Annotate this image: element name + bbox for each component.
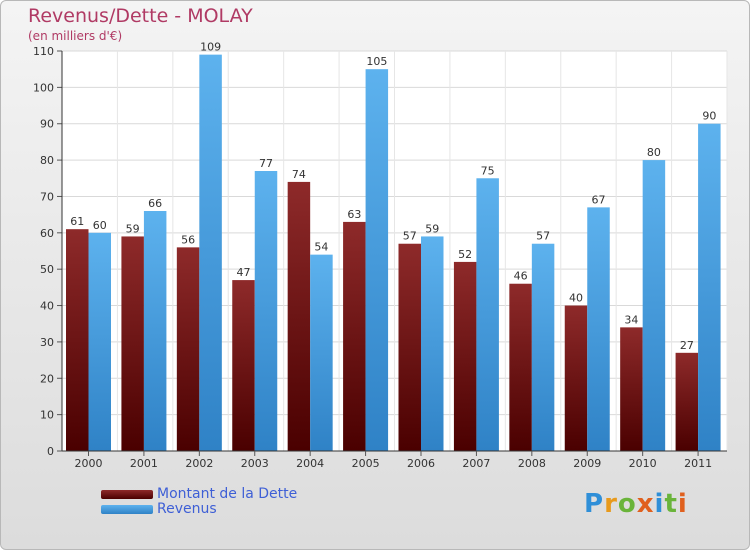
bar-revenus bbox=[199, 54, 222, 452]
data-label-dette: 74 bbox=[292, 168, 306, 181]
data-label-dette: 63 bbox=[347, 208, 361, 221]
logo-letter: P bbox=[584, 489, 605, 519]
logo-letter: i bbox=[677, 489, 688, 519]
x-tick-label: 2003 bbox=[241, 457, 269, 470]
data-label-revenus: 90 bbox=[702, 110, 716, 123]
legend-swatch-revenus bbox=[101, 505, 153, 514]
chart-title: Revenus/Dette - MOLAY bbox=[28, 5, 253, 27]
bar-dette bbox=[509, 283, 532, 451]
logo-letter: r bbox=[604, 489, 618, 519]
bar-revenus bbox=[88, 232, 111, 451]
data-label-revenus: 75 bbox=[481, 164, 495, 177]
grid bbox=[61, 50, 728, 452]
bar-dette bbox=[232, 280, 255, 451]
y-tick-label: 110 bbox=[33, 45, 54, 58]
data-label-dette: 56 bbox=[181, 233, 195, 246]
bar-revenus bbox=[698, 123, 721, 452]
x-tick-label: 2004 bbox=[296, 457, 324, 470]
x-tick-label: 2001 bbox=[130, 457, 158, 470]
data-label-dette: 40 bbox=[569, 292, 583, 305]
data-label-dette: 57 bbox=[403, 230, 417, 243]
y-tick-label: 100 bbox=[33, 81, 54, 94]
bar-dette bbox=[343, 221, 366, 451]
bar-revenus bbox=[531, 243, 555, 451]
data-label-revenus: 80 bbox=[647, 146, 661, 159]
y-tick-label: 40 bbox=[40, 300, 54, 313]
data-label-revenus: 66 bbox=[148, 197, 162, 210]
data-label-dette: 46 bbox=[514, 270, 528, 283]
legend-swatch-dette bbox=[101, 490, 153, 499]
data-label-revenus: 109 bbox=[200, 41, 221, 54]
legend-label-revenus: Revenus bbox=[157, 501, 217, 517]
bar-dette bbox=[121, 236, 144, 451]
x-tick-label: 2007 bbox=[462, 457, 490, 470]
bar-revenus bbox=[421, 236, 444, 451]
y-tick-label: 20 bbox=[40, 372, 54, 385]
data-label-dette: 27 bbox=[680, 339, 694, 352]
y-tick-label: 30 bbox=[40, 336, 54, 349]
x-tick-label: 2005 bbox=[352, 457, 380, 470]
proxiti-logo: Proxiti bbox=[584, 489, 688, 519]
bar-revenus bbox=[254, 171, 278, 451]
bar-revenus bbox=[143, 211, 167, 451]
y-tick-label: 0 bbox=[47, 445, 54, 458]
bar-dette bbox=[620, 327, 643, 451]
data-label-dette: 61 bbox=[70, 215, 84, 228]
x-tick-label: 2002 bbox=[185, 457, 213, 470]
bar-dette bbox=[287, 181, 311, 451]
bar-revenus bbox=[642, 160, 666, 451]
data-label-dette: 59 bbox=[126, 222, 140, 235]
y-tick-label: 10 bbox=[40, 409, 54, 422]
logo-letter: t bbox=[664, 489, 678, 519]
x-tick-label: 2006 bbox=[407, 457, 435, 470]
data-label-dette: 34 bbox=[624, 313, 638, 326]
chart-subtitle: (en milliers d'€) bbox=[28, 29, 123, 43]
y-tick-label: 60 bbox=[40, 227, 54, 240]
y-tick-label: 80 bbox=[40, 154, 54, 167]
y-tick-label: 90 bbox=[40, 118, 54, 131]
data-label-dette: 47 bbox=[237, 266, 251, 279]
bar-revenus bbox=[365, 69, 389, 451]
x-tick-label: 2010 bbox=[629, 457, 657, 470]
bar-revenus bbox=[587, 207, 610, 451]
data-label-revenus: 57 bbox=[536, 230, 550, 243]
x-tick-label: 2008 bbox=[518, 457, 546, 470]
axes: 0 10 20 30 40 50 60 70 80 90 100 110 2000 2001 2002 200… bbox=[33, 45, 727, 470]
data-label-revenus: 77 bbox=[259, 157, 273, 170]
bar-dette bbox=[453, 261, 477, 451]
data-label-revenus: 54 bbox=[314, 241, 328, 254]
bar-dette bbox=[564, 305, 588, 451]
bar-revenus bbox=[310, 254, 333, 451]
y-tick-label: 70 bbox=[40, 190, 54, 203]
logo-letter: o bbox=[617, 489, 637, 519]
data-label-revenus: 60 bbox=[93, 219, 107, 232]
data-label-revenus: 105 bbox=[366, 55, 387, 68]
bar-revenus bbox=[476, 178, 499, 452]
x-tick-label: 2000 bbox=[75, 457, 103, 470]
bar-dette bbox=[176, 247, 200, 451]
bars bbox=[66, 54, 721, 452]
bar-dette bbox=[398, 243, 421, 451]
data-label-revenus: 67 bbox=[592, 193, 606, 206]
x-tick-label: 2011 bbox=[684, 457, 712, 470]
logo-letter: x bbox=[636, 489, 655, 519]
data-label-dette: 52 bbox=[458, 248, 472, 261]
x-tick-label: 2009 bbox=[573, 457, 601, 470]
data-labels: 61 60 59 66 56 109 47 77 74 54 63 105 57 59 52 75 46 57 40… bbox=[70, 41, 716, 352]
bar-dette bbox=[675, 352, 699, 451]
data-label-revenus: 59 bbox=[425, 222, 439, 235]
legend-label-dette: Montant de la Dette bbox=[157, 486, 298, 502]
bar-dette bbox=[66, 229, 89, 451]
logo-letter: i bbox=[654, 489, 665, 519]
y-tick-label: 50 bbox=[40, 263, 54, 276]
